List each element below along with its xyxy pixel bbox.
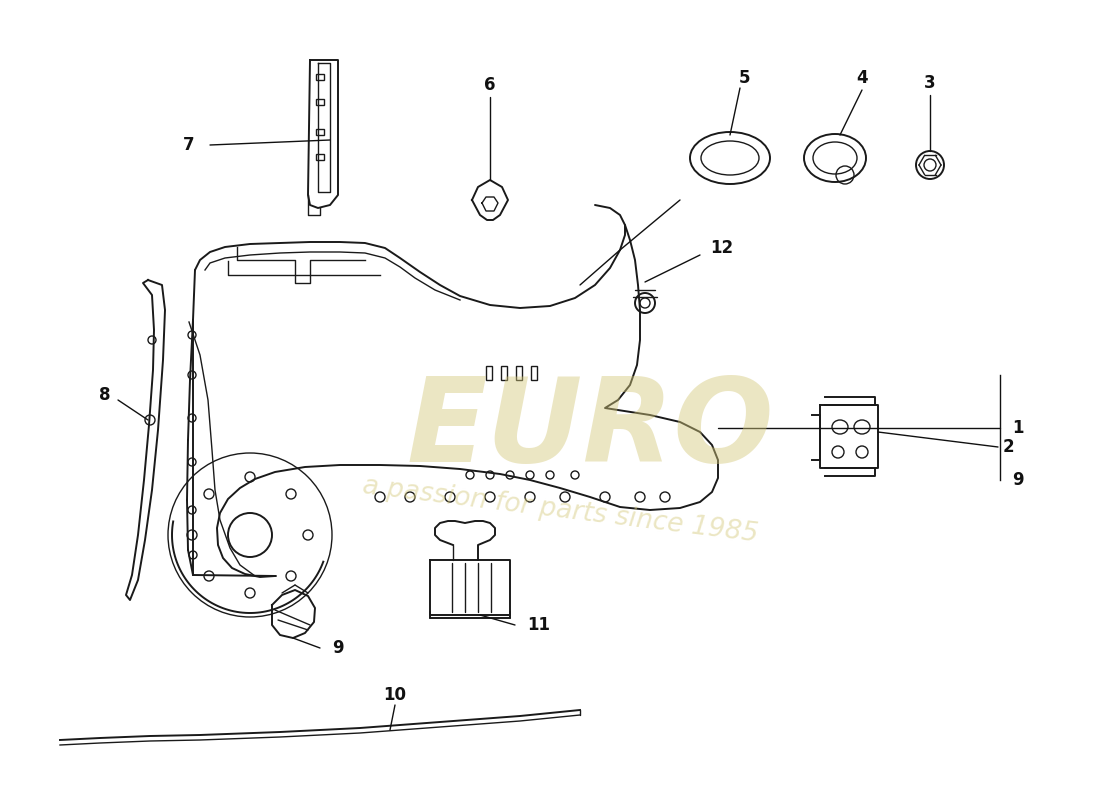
Text: EURO: EURO [406, 373, 774, 487]
Text: a passion for parts since 1985: a passion for parts since 1985 [361, 473, 759, 547]
Text: 1: 1 [1012, 419, 1023, 437]
Text: 2: 2 [1003, 438, 1014, 456]
Text: 8: 8 [99, 386, 111, 404]
Text: 7: 7 [184, 136, 195, 154]
Text: 11: 11 [527, 616, 550, 634]
Bar [316, 74, 324, 80]
Bar [531, 366, 537, 380]
Text: 9: 9 [1012, 471, 1024, 489]
Text: 4: 4 [856, 69, 868, 87]
Bar [500, 366, 507, 380]
Text: 9: 9 [332, 639, 343, 657]
Text: 10: 10 [384, 686, 407, 704]
Bar [316, 99, 324, 105]
Text: 12: 12 [710, 239, 733, 257]
Text: 5: 5 [739, 69, 750, 87]
Bar [316, 129, 324, 135]
Text: 6: 6 [484, 76, 496, 94]
Bar [516, 366, 522, 380]
Bar [316, 154, 324, 160]
Text: 3: 3 [924, 74, 936, 92]
Bar [486, 366, 492, 380]
